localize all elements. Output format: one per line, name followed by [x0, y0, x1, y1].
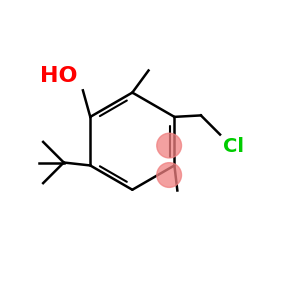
Circle shape [157, 133, 182, 158]
Circle shape [157, 163, 182, 188]
Text: Cl: Cl [223, 137, 244, 157]
Text: HO: HO [40, 66, 77, 86]
